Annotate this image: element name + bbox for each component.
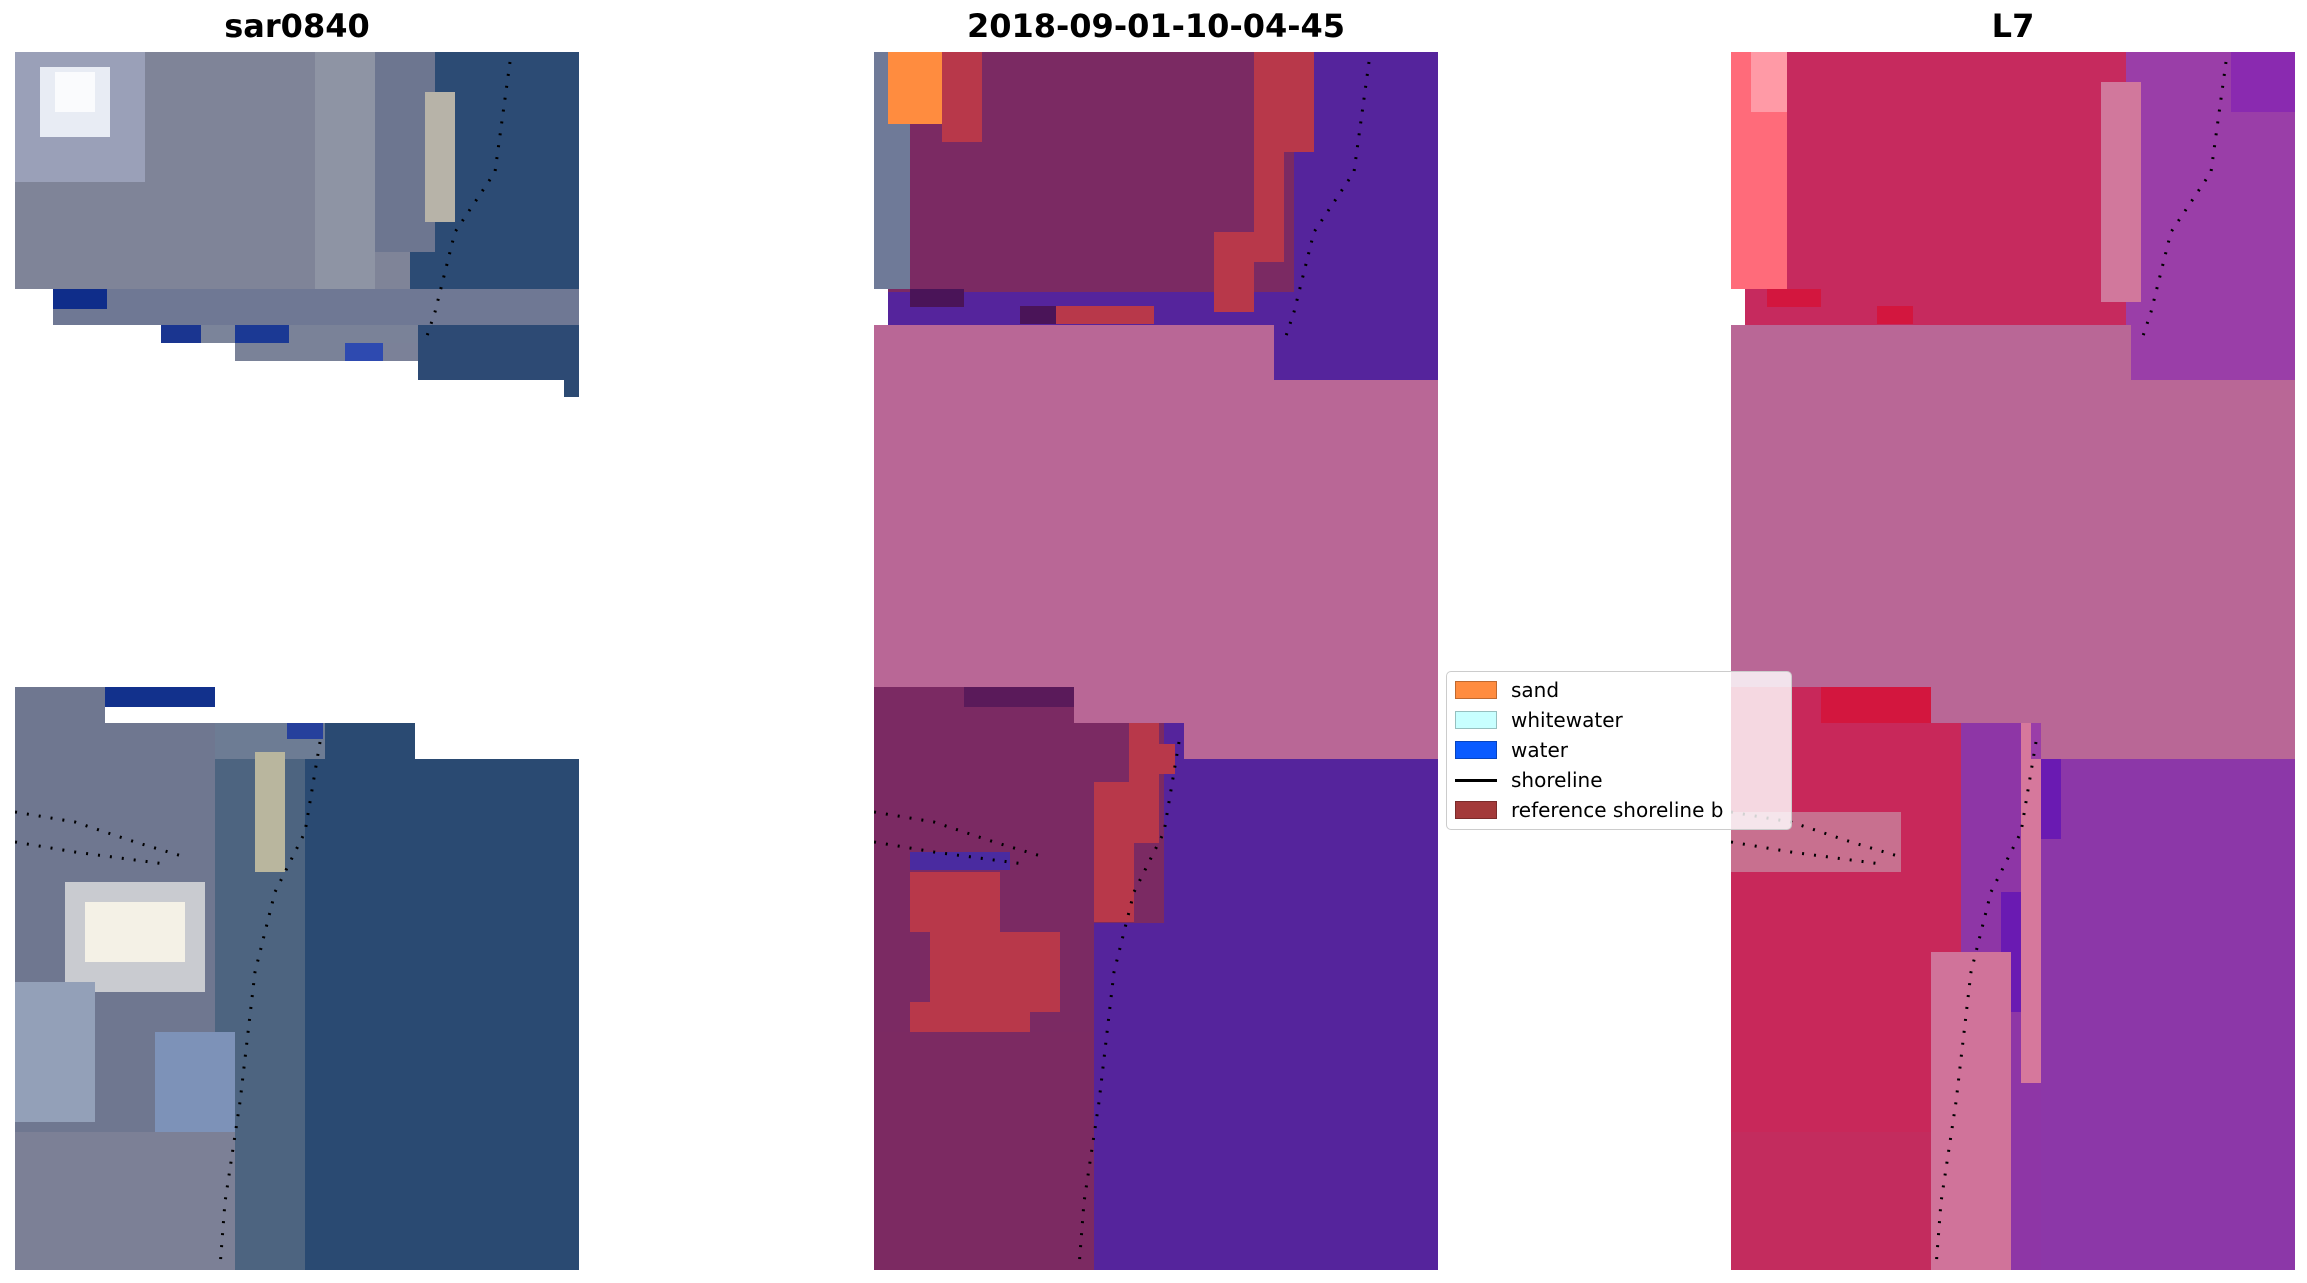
legend-label-shoreline: shoreline [1511, 768, 1603, 792]
legend-item-water: water [1455, 738, 1568, 762]
legend-item-shoreline: shoreline [1455, 768, 1603, 792]
legend-item-reference-shoreline: reference shoreline b [1455, 798, 1723, 822]
legend-label-sand: sand [1511, 678, 1560, 702]
legend-label-whitewater: whitewater [1511, 708, 1623, 732]
whitewater-swatch [1455, 711, 1497, 729]
shoreline-line-icon [1455, 778, 1497, 782]
legend-label-water: water [1511, 738, 1568, 762]
reference-shoreline-swatch [1455, 801, 1497, 819]
index-image [1731, 52, 2295, 1270]
legend-item-sand: sand [1455, 678, 1559, 702]
water-swatch [1455, 741, 1497, 759]
panel-title-index: L7 [1991, 7, 2035, 45]
legend-label-reference-shoreline: reference shoreline b [1511, 798, 1724, 822]
index-image-panel [1731, 52, 2295, 1270]
panel-title-classified: 2018-09-01-10-04-45 [966, 7, 1346, 45]
panel-title-rgb: sar0840 [224, 7, 370, 45]
classified-image-panel [874, 52, 1438, 1270]
legend-item-whitewater: whitewater [1455, 708, 1623, 732]
sand-swatch [1455, 681, 1497, 699]
legend: sand whitewater water shoreline referenc… [1446, 671, 1792, 830]
classified-image [874, 52, 1438, 1270]
rgb-image-panel [15, 52, 579, 1270]
rgb-image [15, 52, 579, 1270]
